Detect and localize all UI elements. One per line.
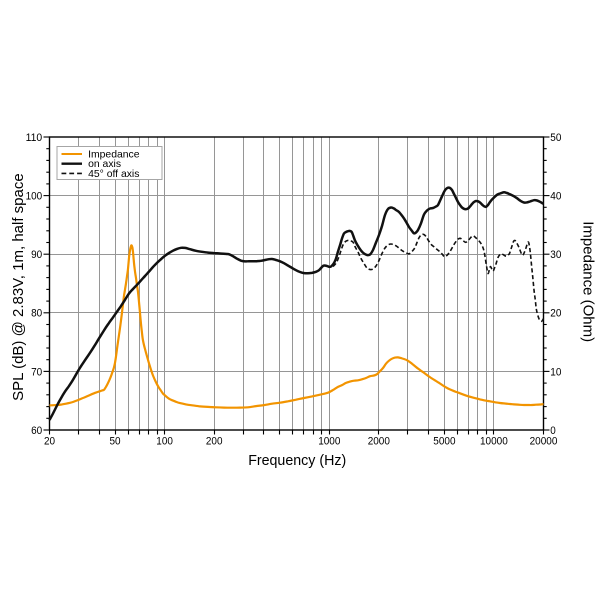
svg-text:0: 0 [550, 425, 556, 437]
svg-text:50: 50 [550, 132, 561, 144]
svg-text:45° off axis: 45° off axis [88, 169, 139, 180]
svg-text:100: 100 [156, 436, 173, 448]
svg-text:30: 30 [550, 249, 561, 261]
svg-text:60: 60 [31, 425, 42, 437]
svg-text:20: 20 [550, 308, 561, 320]
svg-text:5000: 5000 [433, 436, 455, 448]
svg-text:80: 80 [31, 308, 42, 320]
svg-text:2000: 2000 [368, 436, 390, 448]
svg-text:110: 110 [26, 132, 43, 144]
svg-text:100: 100 [26, 191, 43, 203]
svg-text:20000: 20000 [530, 436, 558, 448]
svg-text:40: 40 [550, 191, 561, 203]
svg-text:50: 50 [109, 436, 120, 448]
svg-text:20: 20 [44, 436, 55, 448]
svg-text:90: 90 [31, 249, 42, 261]
svg-text:Impedance (Ohm): Impedance (Ohm) [580, 221, 597, 342]
svg-text:200: 200 [206, 436, 223, 448]
svg-text:10: 10 [550, 366, 561, 378]
svg-text:on axis: on axis [88, 159, 121, 170]
svg-text:10000: 10000 [480, 436, 508, 448]
svg-text:Impedance: Impedance [88, 149, 140, 160]
svg-text:70: 70 [31, 366, 42, 378]
svg-text:Frequency (Hz): Frequency (Hz) [248, 452, 346, 469]
svg-text:SPL (dB) @ 2.83V, 1m, half spa: SPL (dB) @ 2.83V, 1m, half space [10, 173, 27, 401]
svg-text:1000: 1000 [318, 436, 340, 448]
